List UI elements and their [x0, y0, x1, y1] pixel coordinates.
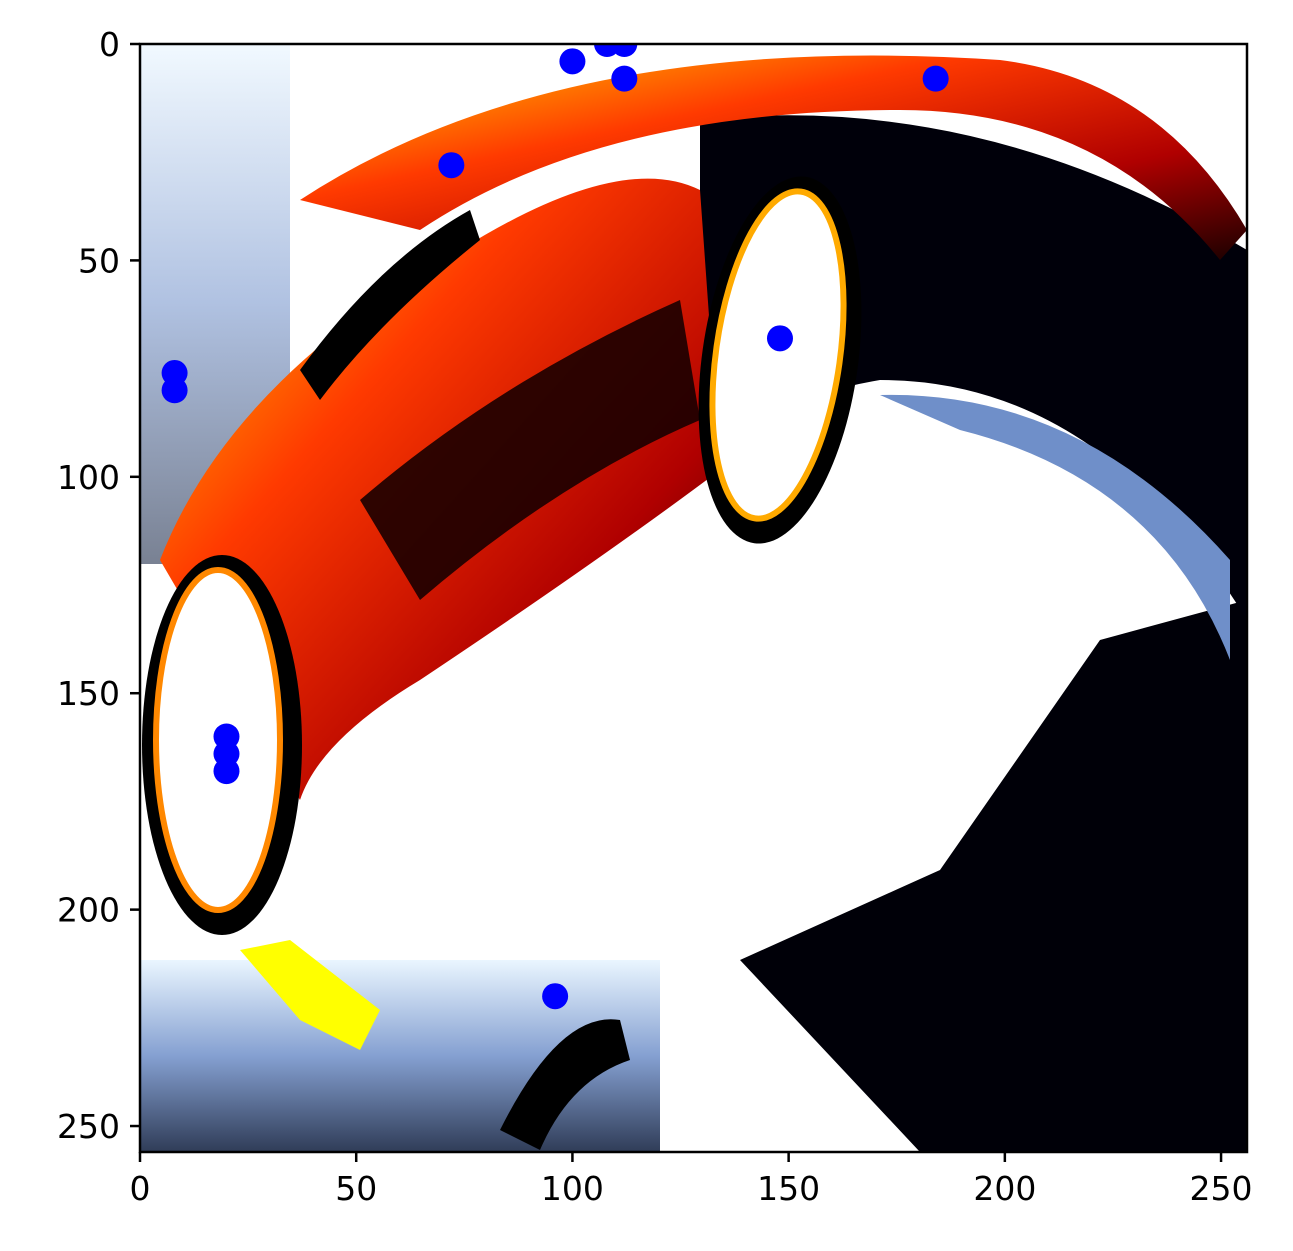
y-tick-label: 0	[99, 25, 120, 64]
scatter-point	[438, 152, 465, 179]
scatter-point	[213, 758, 240, 785]
x-tick-label: 100	[541, 1169, 604, 1208]
x-tick-label: 150	[757, 1169, 820, 1208]
plot-frame	[138, 42, 1249, 1154]
background-image	[140, 44, 1247, 1152]
x-tick-label: 50	[335, 1169, 377, 1208]
y-tick-label: 50	[78, 241, 120, 280]
scatter-point	[766, 325, 793, 352]
y-tick-label: 150	[57, 674, 120, 713]
x-axis: 0 50 100 150 200 250	[130, 1152, 1253, 1208]
scatter-point	[922, 65, 949, 92]
scatter-point	[611, 44, 638, 57]
y-tick-label: 250	[57, 1107, 120, 1146]
scatter-point	[161, 377, 188, 404]
y-tick-label: 100	[57, 458, 120, 497]
scatter-point	[611, 65, 638, 92]
y-axis: 0 50 100 150 200 250	[57, 25, 140, 1146]
x-tick-label: 0	[130, 1169, 151, 1208]
x-tick-label: 200	[973, 1169, 1036, 1208]
scatter-points	[161, 44, 949, 1010]
x-tick-label: 250	[1190, 1169, 1253, 1208]
y-tick-label: 200	[57, 891, 120, 930]
scatter-point	[559, 48, 586, 75]
scatter-point	[542, 983, 569, 1010]
